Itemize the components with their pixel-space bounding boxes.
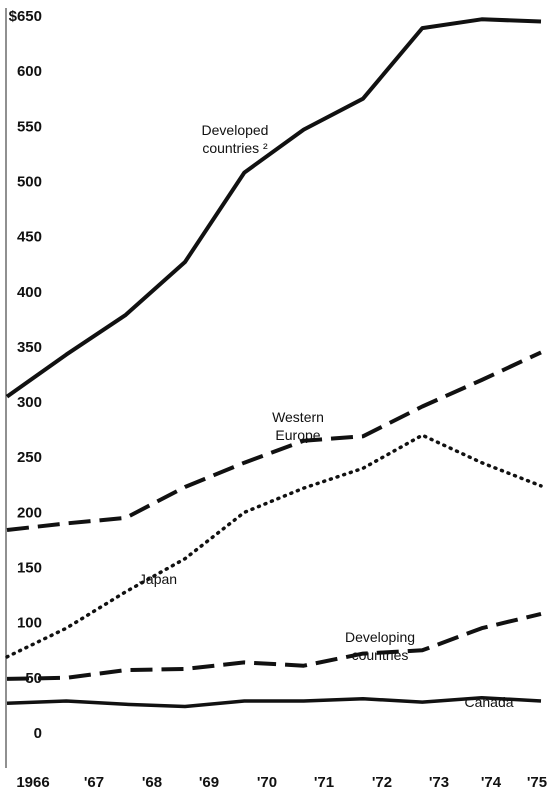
series-line-0 bbox=[5, 17, 542, 399]
y-tick-label: 250 bbox=[17, 449, 42, 466]
series-label: Developed bbox=[202, 122, 269, 138]
series-label: Western bbox=[272, 409, 324, 425]
series-label: Europe bbox=[275, 427, 320, 443]
y-tick-label: 550 bbox=[17, 118, 42, 135]
y-tick-label: 450 bbox=[17, 229, 42, 246]
series-label: Canada bbox=[464, 694, 513, 710]
x-tick-label: 1966 bbox=[16, 774, 49, 791]
series-lines bbox=[5, 17, 543, 709]
y-tick-label: 600 bbox=[17, 63, 42, 80]
series-label: Japan bbox=[139, 571, 177, 587]
y-tick-label: 300 bbox=[17, 394, 42, 411]
series-line-2 bbox=[5, 433, 543, 659]
x-tick-label: '72 bbox=[372, 774, 392, 791]
y-tick-label: 400 bbox=[17, 284, 42, 301]
x-tick-label: '70 bbox=[257, 774, 277, 791]
x-tick-label: '67 bbox=[84, 774, 104, 791]
x-tick-label: '75 bbox=[527, 774, 547, 791]
y-tick-label: 50 bbox=[25, 670, 42, 687]
series-labels: Developed countries ² Western Europe Japan De… bbox=[139, 122, 514, 710]
x-tick-label: '73 bbox=[429, 774, 449, 791]
x-tick-label: '71 bbox=[314, 774, 334, 791]
series-line-4 bbox=[6, 695, 542, 709]
y-tick-label: 150 bbox=[17, 560, 42, 577]
x-tick-label: '68 bbox=[142, 774, 162, 791]
series-line-3 bbox=[6, 611, 542, 681]
y-tick-label: 100 bbox=[17, 615, 42, 632]
y-tick-label: $650 bbox=[9, 8, 42, 25]
y-tick-label: 350 bbox=[17, 339, 42, 356]
y-axis-ticks: 0 50 100 150 200 250 300 350 400 450 500 550 600 $650 bbox=[9, 8, 42, 742]
series-line-1 bbox=[6, 350, 542, 532]
y-tick-label: 200 bbox=[17, 504, 42, 521]
series-label: Developing bbox=[345, 629, 415, 645]
series-label: countries ² bbox=[202, 140, 268, 156]
y-tick-label: 0 bbox=[34, 725, 42, 742]
x-tick-label: '69 bbox=[199, 774, 219, 791]
x-axis-ticks: 1966 '67 '68 '69 '70 '71 '72 '73 '74 '75 bbox=[16, 774, 547, 791]
series-label: countries bbox=[352, 647, 409, 663]
x-tick-label: '74 bbox=[481, 774, 502, 791]
y-tick-label: 500 bbox=[17, 173, 42, 190]
